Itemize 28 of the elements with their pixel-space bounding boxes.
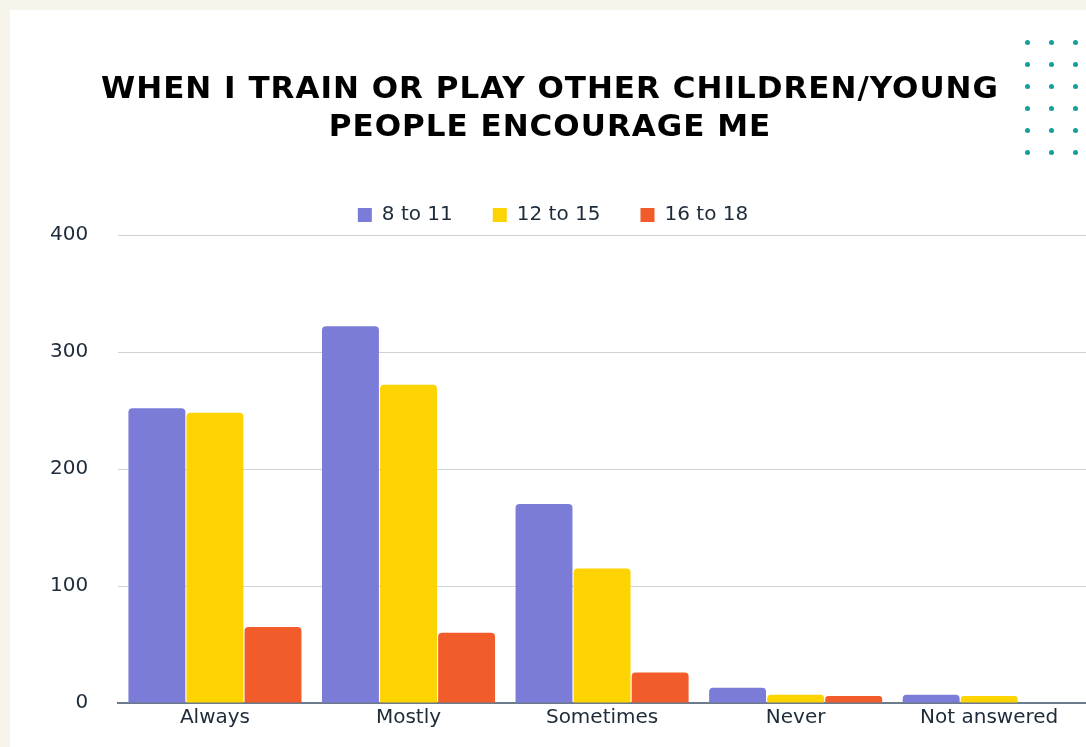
legend-label: 8 to 11 bbox=[381, 201, 453, 226]
y-tick-label: 200 bbox=[49, 455, 89, 480]
bar bbox=[438, 632, 496, 703]
legend-label: 12 to 15 bbox=[516, 201, 601, 226]
bar bbox=[902, 694, 960, 703]
y-tick-label: 100 bbox=[49, 572, 89, 597]
bar bbox=[128, 408, 186, 703]
x-tick-label: Mostly bbox=[375, 704, 442, 729]
bar bbox=[573, 568, 631, 703]
y-tick-label: 300 bbox=[49, 338, 89, 363]
bar bbox=[244, 626, 302, 703]
y-tick-label: 400 bbox=[49, 221, 89, 246]
chart-title: WHEN I TRAIN OR PLAY OTHER CHILDREN/YOUNG PEOPLE ENCOURAGE ME bbox=[100, 68, 1000, 144]
x-tick-label: Never bbox=[765, 704, 827, 729]
y-tick-label: 0 bbox=[75, 689, 89, 714]
x-tick-label: Always bbox=[179, 704, 251, 729]
bar bbox=[709, 687, 767, 703]
bar bbox=[515, 504, 573, 703]
bar bbox=[186, 412, 244, 703]
bar bbox=[322, 326, 379, 703]
legend-label: 16 to 18 bbox=[664, 201, 749, 226]
bar bbox=[825, 695, 883, 703]
bar bbox=[960, 695, 1018, 703]
x-tick-label: Sometimes bbox=[545, 704, 659, 729]
x-tick-label: Not answered bbox=[920, 704, 1059, 729]
bar bbox=[767, 694, 825, 703]
bar bbox=[380, 384, 437, 703]
bar bbox=[631, 672, 689, 703]
